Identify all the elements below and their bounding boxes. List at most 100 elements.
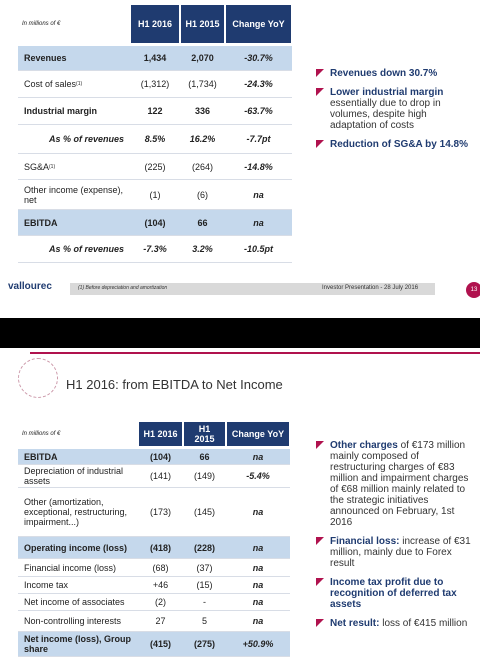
cell-value: (173) — [138, 488, 183, 537]
column-header: H1 2015 — [184, 422, 225, 446]
cell-value: 5 — [183, 611, 226, 632]
label-text: As % of revenues — [48, 134, 124, 144]
cell-value: 1,434 — [130, 46, 180, 71]
cell-value: 27 — [138, 611, 183, 632]
logo: vallourec — [8, 281, 52, 292]
label-text: Operating income (loss) — [24, 542, 128, 553]
label-text: EBITDA — [24, 217, 58, 228]
cell-value: (264) — [180, 154, 225, 180]
cell-value: (228) — [183, 537, 226, 559]
footer-bar — [70, 283, 435, 295]
slide-title: H1 2016: from EBITDA to Net Income — [66, 377, 283, 392]
cell-value: 16.2% — [180, 125, 225, 154]
cell-value: -5.4% — [226, 465, 290, 488]
cell-value: -7.3% — [130, 236, 180, 263]
label-text: Net income (loss), Group share — [24, 634, 132, 654]
footnote-ref: (1) — [76, 81, 83, 87]
label-text: Revenues — [24, 53, 67, 63]
label-text: Cost of sales — [24, 79, 77, 89]
cell-value: 8.5% — [130, 125, 180, 154]
cell-value: na — [226, 488, 290, 537]
accent-line — [30, 352, 480, 354]
slide: vallourec (1) Before depreciation and am… — [0, 0, 480, 318]
label-text: As % of revenues — [48, 244, 124, 254]
cell-value: 122 — [130, 98, 180, 125]
cell-value: (68) — [138, 559, 183, 577]
cell-value: na — [226, 449, 290, 465]
bullet-text: of €173 million mainly composed of restr… — [330, 440, 469, 528]
cell-value: na — [226, 611, 290, 632]
bullet-bold: Reduction of SG&A by 14.8% — [330, 139, 468, 150]
label-text: Income tax — [24, 580, 69, 590]
bullet-text: increase of €31 million, mainly due to F… — [330, 536, 471, 569]
cell-value: na — [226, 537, 290, 559]
bullet: Revenues down 30.7% — [316, 68, 474, 79]
bullet: Net result: loss of €415 million — [316, 618, 472, 629]
cell-value: na — [226, 577, 290, 594]
cell-value: -10.5pt — [225, 236, 292, 263]
bullet: Financial loss: increase of €31 million,… — [316, 536, 472, 569]
bullet: Reduction of SG&A by 14.8% — [316, 139, 474, 150]
bullet: Income tax profit due to recognition of … — [316, 577, 472, 610]
row-label: EBITDA — [18, 449, 138, 465]
bullet-bold: Net result: — [330, 618, 380, 629]
row-label: SG&A (1) — [18, 154, 130, 180]
bullet: Other charges of €173 million mainly com… — [316, 440, 472, 528]
row-label: Industrial margin — [18, 98, 130, 125]
cell-value: 2,070 — [180, 46, 225, 71]
label-text: Net income of associates — [24, 597, 125, 607]
cell-value: -14.8% — [225, 154, 292, 180]
cell-value: (15) — [183, 577, 226, 594]
unit-label: In millions of € — [22, 431, 61, 437]
cell-value: (1,734) — [180, 71, 225, 98]
cell-value: (275) — [183, 632, 226, 657]
cell-value: +50.9% — [226, 632, 290, 657]
unit-label: In millions of € — [22, 21, 61, 27]
cell-value: +46 — [138, 577, 183, 594]
cell-value: na — [225, 180, 292, 210]
row-label: As % of revenues — [18, 236, 130, 263]
bullet-bold: Financial loss: — [330, 536, 400, 547]
row-label: EBITDA — [18, 210, 130, 236]
column-header: Change YoY — [227, 422, 289, 446]
cell-value: -30.7% — [225, 46, 292, 71]
footnote-ref: (1) — [49, 163, 56, 170]
label-text: Depreciation of industrial assets — [24, 466, 124, 486]
cell-value: 66 — [180, 210, 225, 236]
footnote: (1) Before depreciation and amortization — [78, 285, 168, 291]
cell-value: 3.2% — [180, 236, 225, 263]
cell-value: (149) — [183, 465, 226, 488]
label-text: SG&A — [24, 161, 50, 172]
bullets: Revenues down 30.7% Lower industrial marg… — [316, 68, 474, 158]
cell-value: 66 — [183, 449, 226, 465]
cell-value: -7.7pt — [225, 125, 292, 154]
bullet-bold: Other charges — [330, 440, 398, 451]
row-label: Revenues — [18, 46, 130, 71]
row-label: Financial income (loss) — [18, 559, 138, 577]
bullet-bold: Income tax profit due to recognition of … — [330, 577, 457, 610]
row-label: Net income of associates — [18, 594, 138, 611]
row-label: Other (amortization, exceptional, restru… — [18, 488, 138, 537]
cell-value: (37) — [183, 559, 226, 577]
bullet-bold: Revenues down 30.7% — [330, 68, 438, 79]
column-header: H1 2016 — [131, 5, 179, 43]
page-number: 13 — [466, 282, 480, 298]
cell-value: 336 — [180, 98, 225, 125]
cell-value: (418) — [138, 537, 183, 559]
bullet-bold: Lower industrial margin — [330, 87, 444, 98]
bullet: Lower industrial margin essentially due … — [316, 87, 474, 131]
label-text: Non-controlling interests — [24, 616, 122, 626]
cell-value: (1,312) — [130, 71, 180, 98]
row-label: Income tax — [18, 577, 138, 594]
label-text: Financial income (loss) — [24, 562, 117, 573]
cell-value: (415) — [138, 632, 183, 657]
label-text: EBITDA — [24, 451, 58, 462]
bullet-text: essentially due to drop in volumes, desp… — [330, 98, 441, 131]
bullets: Other charges of €173 million mainly com… — [316, 440, 472, 637]
row-label: Non-controlling interests — [18, 611, 138, 632]
cell-value: na — [225, 210, 292, 236]
cell-value: (2) — [138, 594, 183, 611]
cell-value: (104) — [138, 449, 183, 465]
footer-text: Investor Presentation - 28 July 2016 — [322, 285, 419, 291]
